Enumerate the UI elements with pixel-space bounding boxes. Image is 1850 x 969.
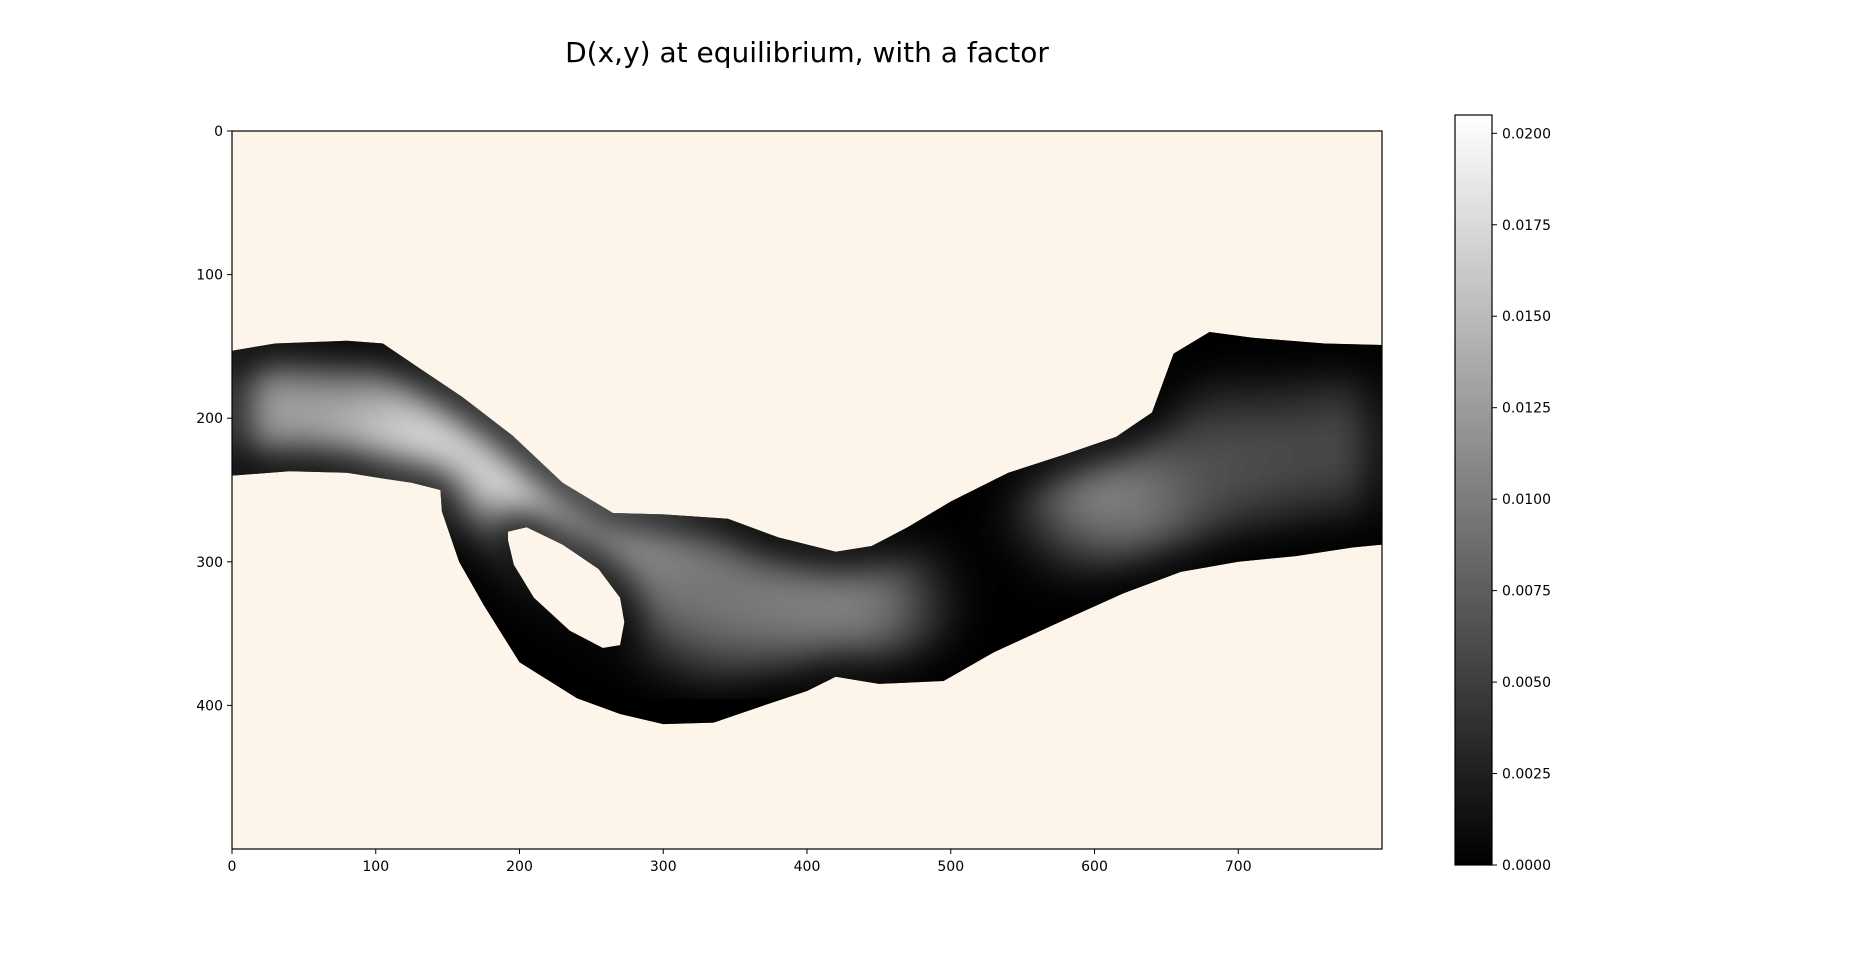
y-tick-label: 400 (196, 698, 223, 714)
colorbar-gradient (1454, 114, 1493, 866)
x-tick-label: 500 (937, 859, 964, 875)
x-tick-label: 0 (228, 859, 237, 875)
colorbar-tick-label: 0.0100 (1502, 492, 1551, 508)
colorbar-tick-label: 0.0075 (1502, 584, 1551, 600)
x-tick-label: 700 (1225, 859, 1252, 875)
density-hotspot (740, 542, 931, 667)
y-tick-label: 100 (196, 268, 223, 284)
x-tick-label: 300 (650, 859, 677, 875)
x-tick-label: 100 (362, 859, 389, 875)
y-tick-label: 200 (196, 411, 223, 427)
density-hotspot (1258, 384, 1382, 509)
colorbar-tick-label: 0.0050 (1502, 675, 1551, 691)
y-axis: 0 100 200 300 400 (196, 124, 232, 714)
y-tick-label: 0 (214, 124, 223, 140)
y-tick-label: 300 (196, 555, 223, 571)
colorbar-tick-label: 0.0000 (1502, 858, 1551, 874)
x-tick-label: 200 (506, 859, 533, 875)
x-tick-label: 400 (794, 859, 821, 875)
colorbar-tick-label: 0.0175 (1502, 218, 1551, 234)
colorbar-tick-label: 0.0200 (1502, 126, 1551, 142)
chart-title: D(x,y) at equilibrium, with a factor (565, 36, 1049, 69)
colorbar-tick-label: 0.0150 (1502, 309, 1551, 325)
x-tick-label: 600 (1081, 859, 1108, 875)
density-hotspot (232, 349, 356, 474)
colorbar-tick-label: 0.0125 (1502, 401, 1551, 417)
plot-area (231, 130, 1383, 850)
colorbar-ticks: 0.0000 0.0025 0.0050 0.0075 0.0100 0.0125 0.01… (1492, 126, 1551, 874)
colorbar: 0.0000 0.0025 0.0050 0.0075 0.0100 0.0125 0.01… (1454, 114, 1551, 874)
x-axis: 0 100 200 300 400 500 600 700 (228, 849, 1252, 875)
colorbar-tick-label: 0.0025 (1502, 767, 1551, 783)
